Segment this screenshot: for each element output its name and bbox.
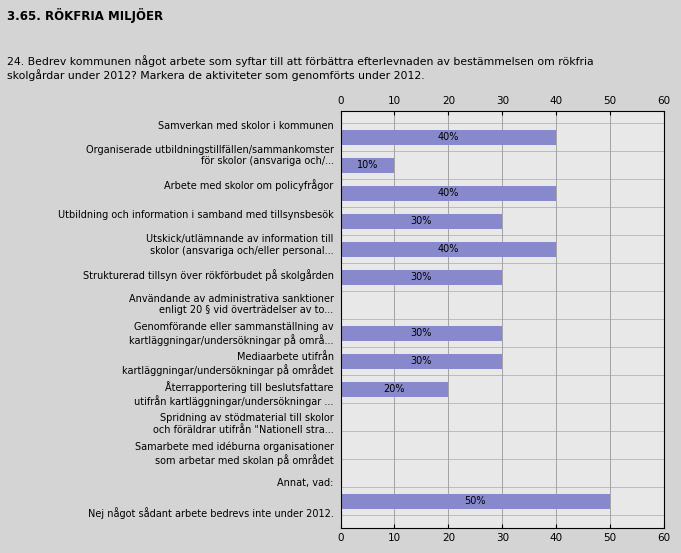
- Text: 50%: 50%: [464, 497, 486, 507]
- Text: Samverkan med skolor i kommunen: Samverkan med skolor i kommunen: [158, 121, 334, 131]
- Text: 3.65. RÖKFRIA MILJÖER: 3.65. RÖKFRIA MILJÖER: [7, 8, 163, 23]
- Text: 40%: 40%: [438, 189, 459, 199]
- Text: 30%: 30%: [411, 216, 432, 226]
- Text: Användande av administrativa sanktioner
enligt 20 § vid överträdelser av to...: Användande av administrativa sanktioner …: [129, 294, 334, 315]
- Bar: [340, 494, 610, 509]
- Bar: [340, 158, 394, 173]
- Text: 40%: 40%: [438, 244, 459, 254]
- Bar: [340, 186, 556, 201]
- Text: Samarbete med idéburna organisationer
som arbetar med skolan på området: Samarbete med idéburna organisationer so…: [135, 441, 334, 466]
- Text: Arbete med skolor om policyfrågor: Arbete med skolor om policyfrågor: [165, 179, 334, 191]
- Bar: [340, 382, 448, 397]
- Text: Återrapportering till beslutsfattare
utifrån kartläggningar/undersökningar ...: Återrapportering till beslutsfattare uti…: [134, 381, 334, 407]
- Text: 30%: 30%: [411, 272, 432, 283]
- Bar: [340, 129, 556, 145]
- Text: Mediaarbete utifrån
kartläggningar/undersökningar på området: Mediaarbete utifrån kartläggningar/under…: [122, 352, 334, 376]
- Text: Strukturerad tillsyn över rökförbudet på skolgården: Strukturerad tillsyn över rökförbudet på…: [82, 269, 334, 280]
- Bar: [340, 242, 556, 257]
- Text: Utbildning och information i samband med tillsynsbesök: Utbildning och information i samband med…: [58, 210, 334, 220]
- Text: Nej något sådant arbete bedrevs inte under 2012.: Nej något sådant arbete bedrevs inte und…: [88, 507, 334, 519]
- Text: 20%: 20%: [383, 384, 405, 394]
- Text: Genomförande eller sammanställning av
kartläggningar/undersökningar på områ...: Genomförande eller sammanställning av ka…: [129, 322, 334, 346]
- Text: 40%: 40%: [438, 132, 459, 142]
- Text: Organiserade utbildningstillfällen/sammankomster
för skolor (ansvariga och/...: Organiserade utbildningstillfällen/samma…: [86, 144, 334, 166]
- Text: 30%: 30%: [411, 328, 432, 338]
- Text: 24. Bedrev kommunen något arbete som syftar till att förbättra efterlevnaden av : 24. Bedrev kommunen något arbete som syf…: [7, 55, 593, 81]
- Bar: [340, 270, 502, 285]
- Text: Annat, vad:: Annat, vad:: [277, 478, 334, 488]
- Bar: [340, 213, 502, 229]
- Text: 30%: 30%: [411, 356, 432, 367]
- Bar: [340, 326, 502, 341]
- Text: Spridning av stödmaterial till skolor
och föräldrar utifrån "Nationell stra...: Spridning av stödmaterial till skolor oc…: [153, 413, 334, 435]
- Text: Utskick/utlämnande av information till
skolor (ansvariga och/eller personal...: Utskick/utlämnande av information till s…: [146, 234, 334, 255]
- Bar: [340, 354, 502, 369]
- Text: 10%: 10%: [357, 160, 378, 170]
